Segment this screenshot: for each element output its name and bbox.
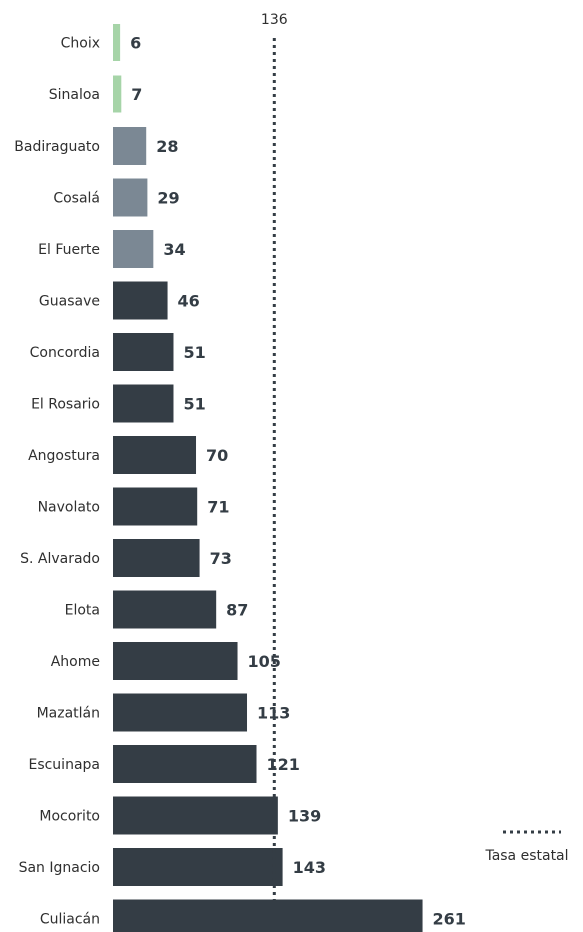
category-label: Mocorito xyxy=(39,809,100,825)
bar-escuinapa xyxy=(113,745,257,783)
value-label: 28 xyxy=(156,137,178,156)
category-label: Cosalá xyxy=(53,191,100,207)
legend-label: Tasa estatal xyxy=(484,848,568,864)
category-label: S. Alvarado xyxy=(20,551,100,567)
value-label: 51 xyxy=(183,395,205,414)
category-label: San Ignacio xyxy=(19,860,100,876)
category-label: El Fuerte xyxy=(38,242,100,258)
value-label: 121 xyxy=(267,755,300,774)
value-label: 70 xyxy=(206,446,228,465)
value-label: 51 xyxy=(183,343,205,362)
bar-elota xyxy=(113,590,217,629)
bar-choix xyxy=(113,24,121,61)
category-label: Sinaloa xyxy=(49,87,100,103)
value-label: 139 xyxy=(288,807,321,826)
reference-line-label: 136 xyxy=(261,12,288,28)
value-label: 73 xyxy=(210,549,232,568)
value-label: 7 xyxy=(131,85,142,104)
category-label: Ahome xyxy=(51,654,100,670)
bar-navolato xyxy=(113,487,198,526)
bar-mocorito xyxy=(113,796,278,835)
value-label: 29 xyxy=(157,189,179,208)
bar-san-ignacio xyxy=(113,848,283,886)
bar-cosal- xyxy=(113,178,148,217)
category-label: Escuinapa xyxy=(28,757,100,773)
bar-badiraguato xyxy=(113,127,147,165)
value-label: 87 xyxy=(226,601,248,620)
category-label: Angostura xyxy=(28,448,100,464)
value-label: 105 xyxy=(248,652,281,671)
bar-ahome xyxy=(113,642,238,680)
bar-concordia xyxy=(113,333,174,371)
bars-layer: Choix 6 Sinaloa 7 Badiraguato 28 Cosalá 29 El Fu… xyxy=(14,24,466,932)
bar-guasave xyxy=(113,281,168,320)
category-label: El Rosario xyxy=(31,397,100,413)
bar-s-alvarado xyxy=(113,539,200,577)
value-label: 6 xyxy=(130,34,141,53)
category-label: Navolato xyxy=(38,500,100,516)
value-label: 143 xyxy=(293,858,326,877)
category-label: Concordia xyxy=(30,345,100,361)
category-label: Choix xyxy=(61,36,100,52)
category-label: Badiraguato xyxy=(14,139,100,155)
legend: Tasa estatal xyxy=(484,830,569,864)
bar-mazatl-n xyxy=(113,693,248,732)
category-label: Guasave xyxy=(39,294,100,310)
bar-el-fuerte xyxy=(113,230,154,268)
category-label: Mazatlán xyxy=(37,706,100,722)
value-label: 71 xyxy=(207,498,229,517)
bar-angostura xyxy=(113,436,197,474)
bar-el-rosario xyxy=(113,384,174,423)
value-label: 34 xyxy=(163,240,185,259)
value-label: 261 xyxy=(433,910,466,929)
bar-sinaloa xyxy=(113,75,122,113)
category-label: Culiacán xyxy=(40,912,100,928)
bar-culiac-n xyxy=(113,899,423,932)
category-label: Elota xyxy=(65,603,100,619)
value-label: 46 xyxy=(178,292,200,311)
